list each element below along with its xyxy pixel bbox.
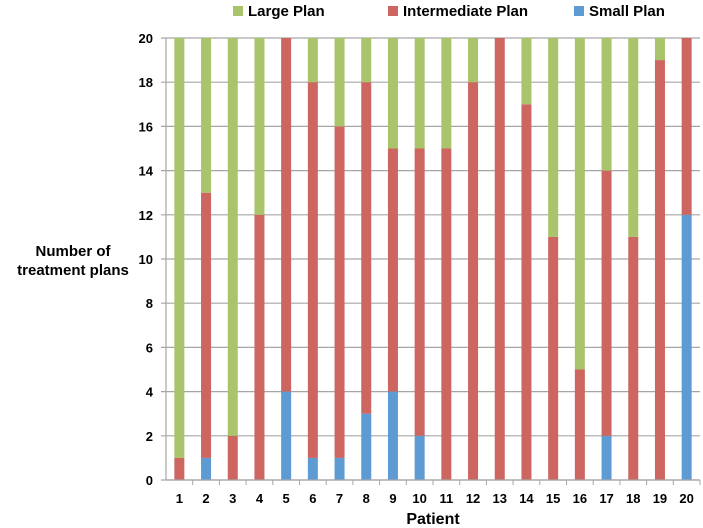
bar-large-plan: [201, 38, 212, 193]
axes: [165, 38, 701, 485]
bar-large-plan: [174, 38, 185, 458]
x-tick-label: 1: [176, 491, 183, 506]
bar-intermediate-plan: [227, 435, 238, 480]
bar-large-plan: [441, 38, 452, 149]
bar-intermediate-plan: [628, 236, 639, 480]
bar-intermediate-plan: [201, 192, 212, 458]
x-axis-label: Patient: [406, 511, 460, 528]
bar-intermediate-plan: [601, 170, 612, 436]
bar-intermediate-plan: [254, 214, 265, 481]
y-tick-label: 6: [146, 340, 153, 355]
y-tick-labels: 0 2 4 6 8 10 12 14 16 18 20: [139, 31, 154, 488]
x-tick-label: 16: [573, 491, 587, 506]
bar-small-plan: [414, 435, 425, 480]
x-tick-label: 4: [256, 491, 264, 506]
x-tick-label: 6: [309, 491, 316, 506]
bar-intermediate-plan: [414, 148, 425, 436]
bar-small-plan: [281, 391, 292, 480]
bar-intermediate-plan: [574, 369, 585, 480]
x-tick-label: 11: [439, 491, 453, 506]
y-tick-label: 2: [146, 429, 153, 444]
legend-item: Intermediate Plan: [388, 3, 528, 20]
bar-large-plan: [307, 38, 318, 83]
bar-intermediate-plan: [334, 126, 345, 458]
bar-intermediate-plan: [494, 38, 505, 480]
legend-item: Small Plan: [574, 3, 665, 20]
bar-intermediate-plan: [361, 82, 372, 414]
x-tick-label: 10: [412, 491, 426, 506]
legend-swatch: [574, 6, 584, 16]
y-tick-label: 18: [139, 75, 153, 90]
x-tick-labels: 1 2 3 4 5 6 7 8 9 10 11 12 13 14 15 16 17 18 19 20: [176, 491, 694, 506]
bar-large-plan: [387, 38, 398, 149]
bar-small-plan: [334, 457, 345, 480]
bar-large-plan: [468, 38, 479, 83]
bar-large-plan: [548, 38, 559, 237]
legend: Large Plan Intermediate Plan Small Plan: [233, 3, 665, 20]
x-tick-label: 15: [546, 491, 560, 506]
bar-small-plan: [201, 457, 212, 480]
bar-intermediate-plan: [281, 38, 292, 392]
x-tick-label: 20: [679, 491, 693, 506]
x-tick-label: 13: [493, 491, 507, 506]
bar-small-plan: [361, 413, 372, 480]
y-tick-label: 14: [139, 164, 154, 179]
bar-small-plan: [387, 391, 398, 480]
bars: [174, 38, 692, 481]
x-tick-label: 3: [229, 491, 236, 506]
x-tick-label: 8: [363, 491, 370, 506]
gridlines: [161, 37, 700, 481]
bar-small-plan: [601, 435, 612, 480]
bar-intermediate-plan: [521, 104, 532, 481]
bar-small-plan: [307, 457, 318, 480]
y-tick-label: 4: [146, 385, 154, 400]
legend-label: Large Plan: [248, 3, 325, 20]
bar-intermediate-plan: [174, 457, 185, 480]
bar-large-plan: [628, 38, 639, 237]
bar-intermediate-plan: [441, 148, 452, 480]
legend-swatch: [388, 6, 398, 16]
bar-large-plan: [334, 38, 345, 127]
legend-label: Intermediate Plan: [403, 3, 528, 20]
y-tick-label: 10: [139, 252, 153, 267]
y-axis-label-line1: Number of: [36, 243, 112, 260]
x-tick-label: 19: [653, 491, 667, 506]
legend-label: Small Plan: [589, 3, 665, 20]
legend-swatch: [233, 6, 243, 16]
x-tick-label: 2: [202, 491, 209, 506]
x-tick-label: 5: [283, 491, 290, 506]
y-tick-label: 16: [139, 119, 153, 134]
x-tick-label: 17: [599, 491, 613, 506]
bar-large-plan: [414, 38, 425, 149]
y-tick-label: 20: [139, 31, 153, 46]
bar-large-plan: [254, 38, 265, 215]
bar-large-plan: [654, 38, 665, 61]
bar-large-plan: [227, 38, 238, 436]
y-tick-label: 8: [146, 296, 153, 311]
x-tick-label: 12: [466, 491, 480, 506]
bar-large-plan: [521, 38, 532, 105]
bar-large-plan: [361, 38, 372, 83]
x-tick-label: 7: [336, 491, 343, 506]
x-tick-label: 14: [519, 491, 534, 506]
bar-intermediate-plan: [548, 236, 559, 480]
bar-large-plan: [601, 38, 612, 171]
y-axis-label-line2: treatment plans: [17, 262, 129, 279]
x-tick-label: 18: [626, 491, 640, 506]
x-tick-label: 9: [389, 491, 396, 506]
bar-intermediate-plan: [307, 82, 318, 458]
bar-large-plan: [574, 38, 585, 370]
bar-intermediate-plan: [654, 60, 665, 480]
y-tick-label: 12: [139, 208, 153, 223]
bar-small-plan: [681, 214, 692, 481]
legend-item: Large Plan: [233, 3, 325, 20]
y-tick-label: 0: [146, 473, 153, 488]
bar-intermediate-plan: [468, 82, 479, 480]
bar-intermediate-plan: [681, 38, 692, 215]
bar-intermediate-plan: [387, 148, 398, 392]
